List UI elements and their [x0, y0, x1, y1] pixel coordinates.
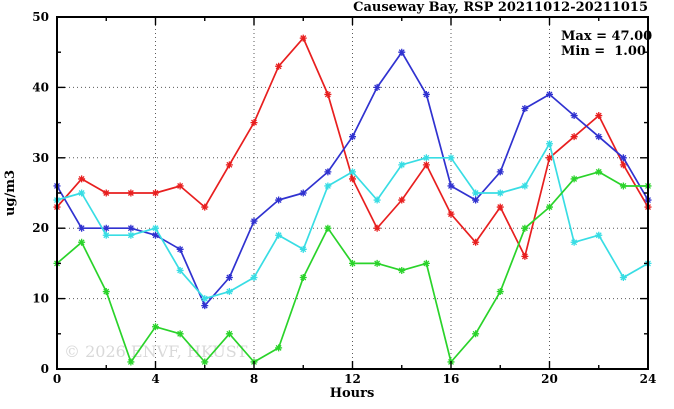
x-tick-label: 12	[344, 372, 361, 386]
x-axis-label: Hours	[330, 386, 375, 401]
min-annotation: Min = 1.00	[561, 44, 646, 59]
y-tick-label: 40	[32, 80, 49, 94]
axis-layer: 0 4 8 12 16 20 24 0 10 20 30 40 50	[32, 10, 656, 386]
y-axis-label: ug/m3	[3, 170, 18, 216]
y-tick-label: 10	[32, 292, 49, 306]
x-tick-label: 4	[151, 372, 159, 386]
series-line-red	[56, 37, 649, 258]
x-tick-label: 0	[53, 372, 61, 386]
y-tick-label: 0	[41, 362, 49, 376]
watermark-text: © 2026 ENVF, HKUST	[64, 342, 248, 361]
x-tick-label: 16	[443, 372, 460, 386]
max-annotation: Max = 47.00	[561, 29, 652, 44]
x-tick-label: 8	[250, 372, 258, 386]
x-tick-label: 20	[541, 372, 558, 386]
plot-border	[56, 16, 649, 370]
x-tick-label: 24	[640, 372, 657, 386]
y-tick-label: 20	[32, 221, 49, 235]
series-layer	[53, 34, 652, 366]
y-tick-label: 50	[32, 10, 49, 24]
chart-title: Causeway Bay, RSP 20211012-20211015	[353, 0, 648, 15]
y-tick-label: 30	[32, 151, 49, 165]
